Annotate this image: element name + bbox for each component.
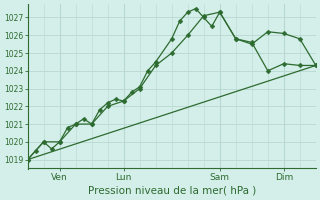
X-axis label: Pression niveau de la mer( hPa ): Pression niveau de la mer( hPa ) [88,186,256,196]
